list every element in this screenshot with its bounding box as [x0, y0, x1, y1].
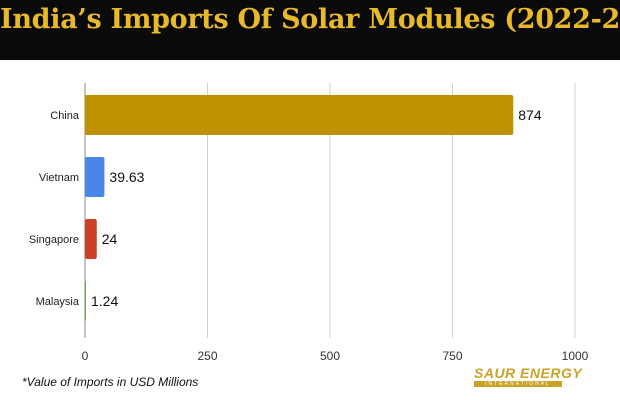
chart-title: India’s Imports Of Solar Modules (2022-2…: [0, 4, 620, 35]
data-label: 39.63: [109, 169, 144, 185]
logo-sub-text: INTERNATIONAL: [474, 381, 562, 387]
logo-main-text: SAUR ENERGY: [474, 365, 583, 381]
brand-logo: SAUR ENERGY INTERNATIONAL: [474, 365, 583, 387]
x-tick-label: 0: [82, 349, 89, 363]
footnote: *Value of Imports in USD Millions: [22, 375, 199, 389]
bar-chart: 0 250 500 750 1000 China 874 Vietnam 39.63 Singap…: [29, 83, 589, 363]
x-tick-label: 250: [197, 349, 217, 363]
data-label: 1.24: [91, 293, 118, 309]
category-label: China: [50, 110, 80, 122]
x-tick-label: 1000: [562, 349, 589, 363]
bar: [85, 281, 86, 321]
x-tick-label: 500: [320, 349, 340, 363]
category-label: Vietnam: [39, 172, 79, 184]
data-label: 874: [518, 107, 542, 123]
data-label: 24: [102, 231, 118, 247]
bar: [85, 157, 105, 197]
category-label: Singapore: [29, 234, 79, 246]
x-tick-label: 750: [442, 349, 462, 363]
category-label: Malaysia: [36, 296, 80, 308]
title-banner: [0, 0, 620, 60]
bar: [85, 95, 514, 135]
bar: [85, 219, 97, 259]
